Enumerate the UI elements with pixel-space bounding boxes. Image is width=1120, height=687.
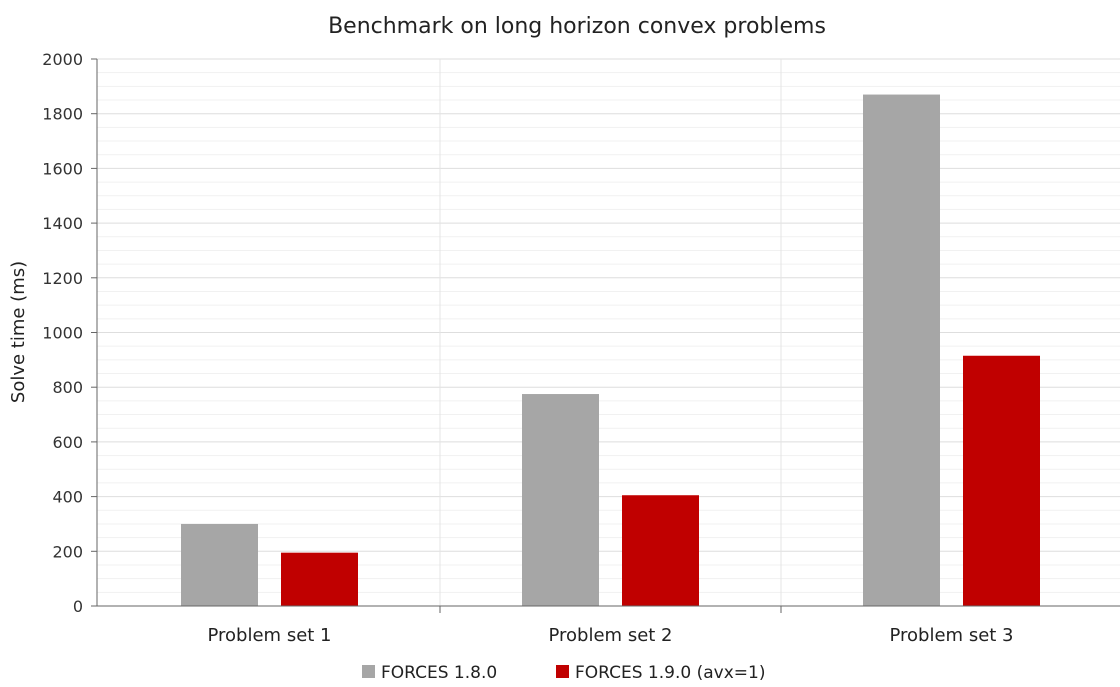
axes — [96, 59, 1120, 613]
x-category-label: Problem set 3 — [890, 625, 1014, 646]
y-tick-label: 1200 — [42, 269, 83, 288]
x-category-label: Problem set 1 — [208, 625, 332, 646]
y-tick-label: 1600 — [42, 159, 83, 178]
y-tick-label: 800 — [52, 378, 83, 397]
bar-series-1-problem-set-1 — [181, 523, 258, 606]
legend-label: FORCES 1.9.0 (avx=1) — [575, 663, 765, 683]
y-tick-label: 0 — [73, 597, 83, 616]
y-tick-label: 2000 — [42, 50, 83, 69]
y-tick-label: 1800 — [42, 105, 83, 124]
bar-series-2-problem-set-2 — [622, 495, 699, 606]
y-axis-ticks: 0 200 400 600 800 1000 1200 1400 1600 1800 2000 — [42, 50, 97, 616]
legend-swatch — [362, 665, 375, 678]
y-tick-label: 1400 — [42, 214, 83, 233]
legend: FORCES 1.8.0 FORCES 1.9.0 (avx=1) — [362, 663, 765, 683]
y-tick-label: 1000 — [42, 324, 83, 343]
legend-label: FORCES 1.8.0 — [381, 663, 497, 683]
y-axis-label: Solve time (ms) — [8, 261, 29, 403]
bar-series-2-problem-set-1 — [281, 552, 358, 606]
bar-series-2-problem-set-3 — [963, 355, 1040, 606]
bar-series-1-problem-set-3 — [863, 94, 940, 607]
chart-title: Benchmark on long horizon convex problem… — [328, 14, 826, 39]
y-tick-label: 200 — [52, 542, 83, 561]
y-tick-label: 600 — [52, 433, 83, 452]
y-tick-label: 400 — [52, 488, 83, 507]
legend-swatch — [556, 665, 569, 678]
x-category-label: Problem set 2 — [549, 625, 673, 646]
bar-series-1-problem-set-2 — [522, 394, 599, 606]
bars — [181, 94, 1040, 607]
x-axis-categories: Problem set 1 Problem set 2 Problem set 3 — [208, 625, 1014, 646]
grid-lines — [97, 58, 1120, 606]
